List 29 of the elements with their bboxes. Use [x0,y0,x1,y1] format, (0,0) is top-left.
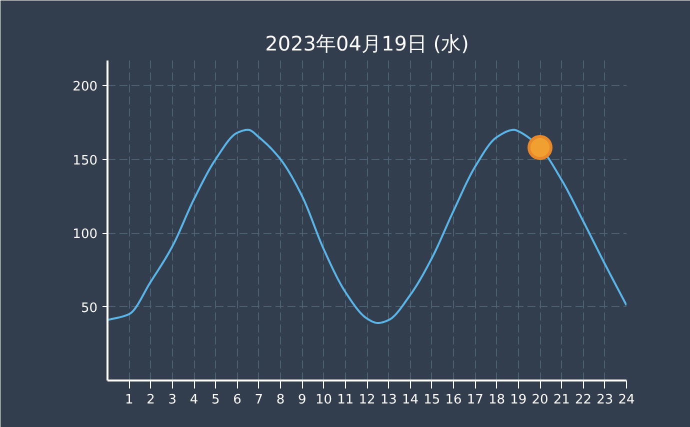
x-tick-label: 13 [380,392,397,408]
x-tick-label: 20 [532,392,548,408]
x-tick-label: 17 [466,392,484,408]
x-tick-label: 9 [298,392,306,408]
x-tick-label: 15 [424,392,440,408]
x-tick-label: 7 [254,392,264,408]
x-tick-label: 22 [574,392,592,408]
x-tick-label: 14 [402,392,419,408]
x-tick-label: 6 [233,392,242,408]
x-tick-label: 10 [315,392,332,408]
y-tick-label: 150 [72,153,98,168]
x-tick-label: 1 [124,392,134,408]
x-tick-label: 19 [510,392,527,408]
x-tick-label: 24 [618,392,635,408]
chart-title: 2023年04月19日 (水) [265,32,469,56]
x-tick-label: 12 [358,392,376,408]
x-tick-label: 21 [553,392,570,408]
y-tick-label: 200 [72,80,98,95]
x-tick-label: 23 [596,392,614,408]
x-tick-label: 5 [211,392,220,408]
x-tick-label: 16 [445,392,462,408]
x-tick-label: 8 [276,392,285,408]
x-tick-label: 4 [190,392,198,408]
x-tick-label: 3 [168,392,177,408]
y-tick-label: 100 [72,227,98,242]
x-tick-label: 2 [146,392,155,408]
y-tick-label: 50 [80,300,98,316]
x-tick-label: 11 [337,392,354,408]
x-tick-label: 18 [488,392,506,408]
